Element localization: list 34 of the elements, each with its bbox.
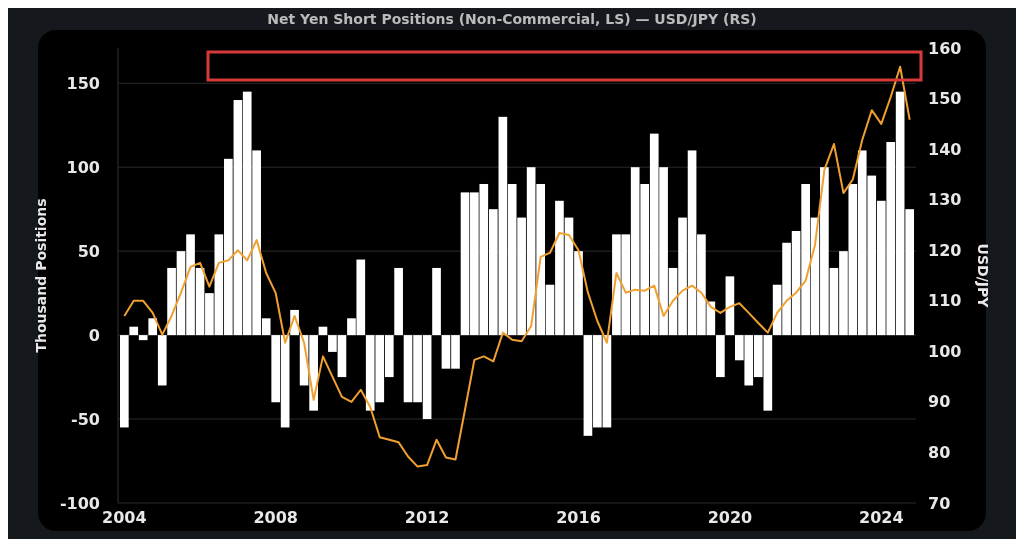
y2-tick-label: 130 — [928, 190, 962, 210]
y2-axis-title: USD/JPY — [975, 243, 991, 309]
y-tick-label: 0 — [88, 325, 100, 345]
line-series — [123, 65, 911, 468]
bar — [432, 267, 441, 336]
bar — [394, 267, 403, 336]
x-tick-label: 2004 — [102, 508, 147, 527]
y-tick-label: 150 — [66, 73, 100, 93]
bar — [119, 335, 129, 428]
y-tick-label: -50 — [71, 409, 100, 429]
bar — [148, 318, 158, 336]
chart-title: Net Yen Short Positions (Non-Commercial, LS) — USD/JPY (RS) — [267, 11, 757, 27]
y2-tick-label: 100 — [928, 341, 962, 361]
y2-tick-label: 90 — [928, 392, 951, 412]
y2-tick-label: 80 — [928, 443, 951, 463]
y2-tick-label: 160 — [928, 38, 962, 58]
bar — [716, 335, 725, 378]
bar — [129, 326, 139, 336]
x-tick-label: 2008 — [253, 508, 298, 527]
y2-tick-label: 140 — [928, 139, 962, 159]
x-tick-label: 2012 — [404, 508, 450, 527]
y2-tick-label: 110 — [928, 291, 962, 311]
y2-tick-label: 150 — [928, 89, 962, 109]
y2-tick-label: 70 — [928, 493, 951, 513]
x-tick-label: 2024 — [859, 508, 904, 527]
y-tick-label: 50 — [77, 241, 100, 261]
x-tick-label: 2020 — [707, 508, 753, 527]
y2-tick-label: 120 — [928, 240, 962, 260]
y-axis-title: Thousand Positions — [33, 198, 49, 353]
bar — [138, 335, 148, 341]
bar — [157, 335, 167, 386]
x-tick-label: 2016 — [556, 508, 601, 527]
y-tick-label: -100 — [59, 493, 100, 513]
y-tick-label: 100 — [66, 157, 100, 177]
